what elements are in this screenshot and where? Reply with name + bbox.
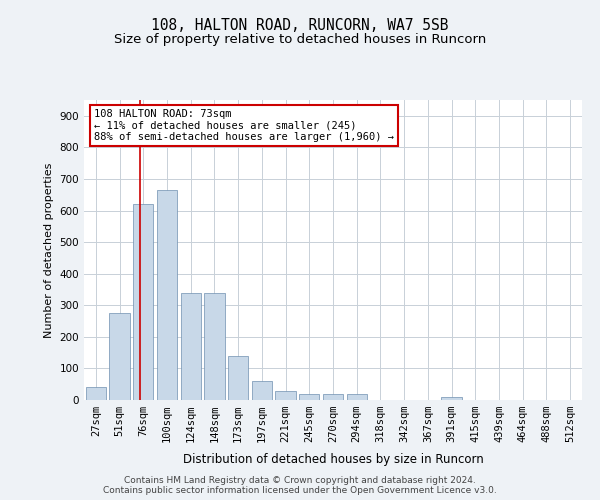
Text: Contains HM Land Registry data © Crown copyright and database right 2024.
Contai: Contains HM Land Registry data © Crown c… [103, 476, 497, 495]
Bar [442, 397, 461, 400]
Bar [275, 390, 296, 400]
Bar [228, 356, 248, 400]
X-axis label: Distribution of detached houses by size in Runcorn: Distribution of detached houses by size … [182, 454, 484, 466]
Text: 108 HALTON ROAD: 73sqm
← 11% of detached houses are smaller (245)
88% of semi-de: 108 HALTON ROAD: 73sqm ← 11% of detached… [94, 109, 394, 142]
Bar [86, 388, 106, 400]
Bar [323, 394, 343, 400]
Bar [299, 394, 319, 400]
Y-axis label: Number of detached properties: Number of detached properties [44, 162, 54, 338]
Text: Size of property relative to detached houses in Runcorn: Size of property relative to detached ho… [114, 32, 486, 46]
Bar [347, 394, 367, 400]
Bar [157, 190, 177, 400]
Bar [109, 313, 130, 400]
Text: 108, HALTON ROAD, RUNCORN, WA7 5SB: 108, HALTON ROAD, RUNCORN, WA7 5SB [151, 18, 449, 32]
Bar [181, 292, 201, 400]
Bar [205, 292, 224, 400]
Bar [252, 381, 272, 400]
Bar [133, 204, 154, 400]
